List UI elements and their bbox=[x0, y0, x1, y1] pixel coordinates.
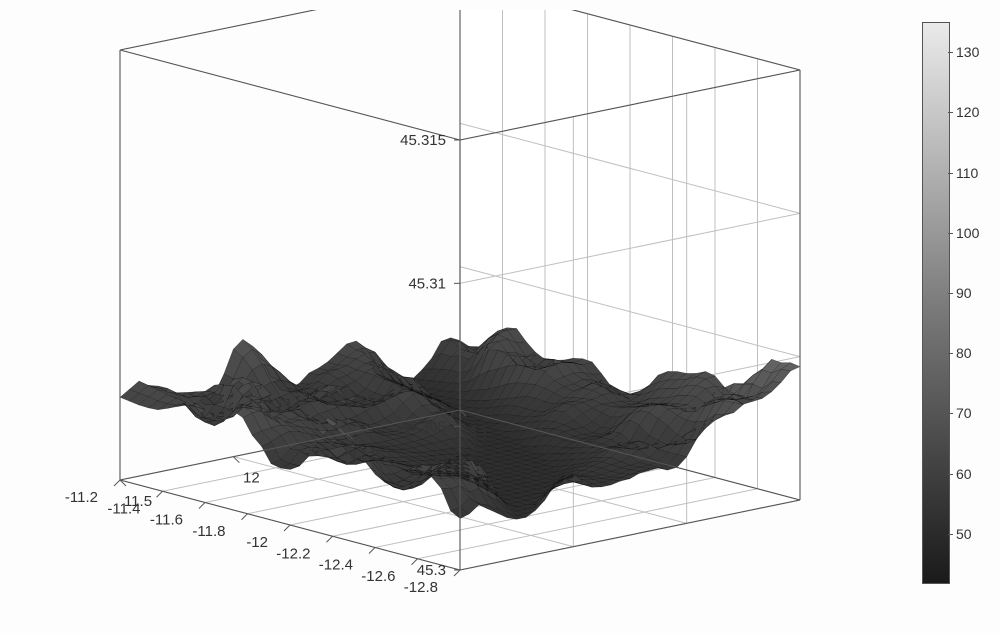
colorbar-gradient bbox=[922, 22, 950, 584]
colorbar-tick: 100 bbox=[956, 225, 979, 241]
svg-text:-12: -12 bbox=[246, 534, 268, 551]
colorbar-tick: 120 bbox=[956, 104, 979, 120]
surface-plot-3d[interactable]: 11.51212.513-12.8-12.6-12.4-12.2-12-11.8… bbox=[20, 10, 900, 620]
colorbar-tick: 70 bbox=[956, 405, 972, 421]
colorbar: 50 60 70 80 90 100 110 120 130 bbox=[922, 22, 982, 582]
colorbar-tick: 80 bbox=[956, 345, 972, 361]
svg-text:45.3: 45.3 bbox=[417, 562, 446, 579]
figure: 11.51212.513-12.8-12.6-12.4-12.2-12-11.8… bbox=[0, 0, 1000, 633]
colorbar-tick: 110 bbox=[956, 165, 978, 181]
svg-text:-12.6: -12.6 bbox=[361, 568, 395, 585]
colorbar-tick: 130 bbox=[956, 44, 979, 60]
colorbar-tick: 50 bbox=[956, 526, 972, 542]
svg-text:13: 13 bbox=[470, 423, 487, 440]
svg-text:-12.2: -12.2 bbox=[276, 545, 310, 562]
svg-text:-11.2: -11.2 bbox=[65, 489, 98, 506]
svg-text:45.305: 45.305 bbox=[400, 419, 446, 436]
colorbar-tick: 90 bbox=[956, 285, 972, 301]
svg-text:45.31: 45.31 bbox=[408, 275, 446, 292]
svg-text:12.5: 12.5 bbox=[350, 446, 379, 463]
colorbar-tick: 60 bbox=[956, 466, 972, 482]
svg-text:-12.4: -12.4 bbox=[319, 557, 353, 574]
svg-text:-11.4: -11.4 bbox=[107, 500, 140, 517]
svg-text:-12.8: -12.8 bbox=[404, 579, 438, 596]
svg-text:-11.8: -11.8 bbox=[192, 523, 225, 540]
svg-text:12: 12 bbox=[243, 470, 260, 487]
svg-text:45.315: 45.315 bbox=[400, 132, 446, 149]
svg-text:-11.6: -11.6 bbox=[150, 512, 183, 529]
